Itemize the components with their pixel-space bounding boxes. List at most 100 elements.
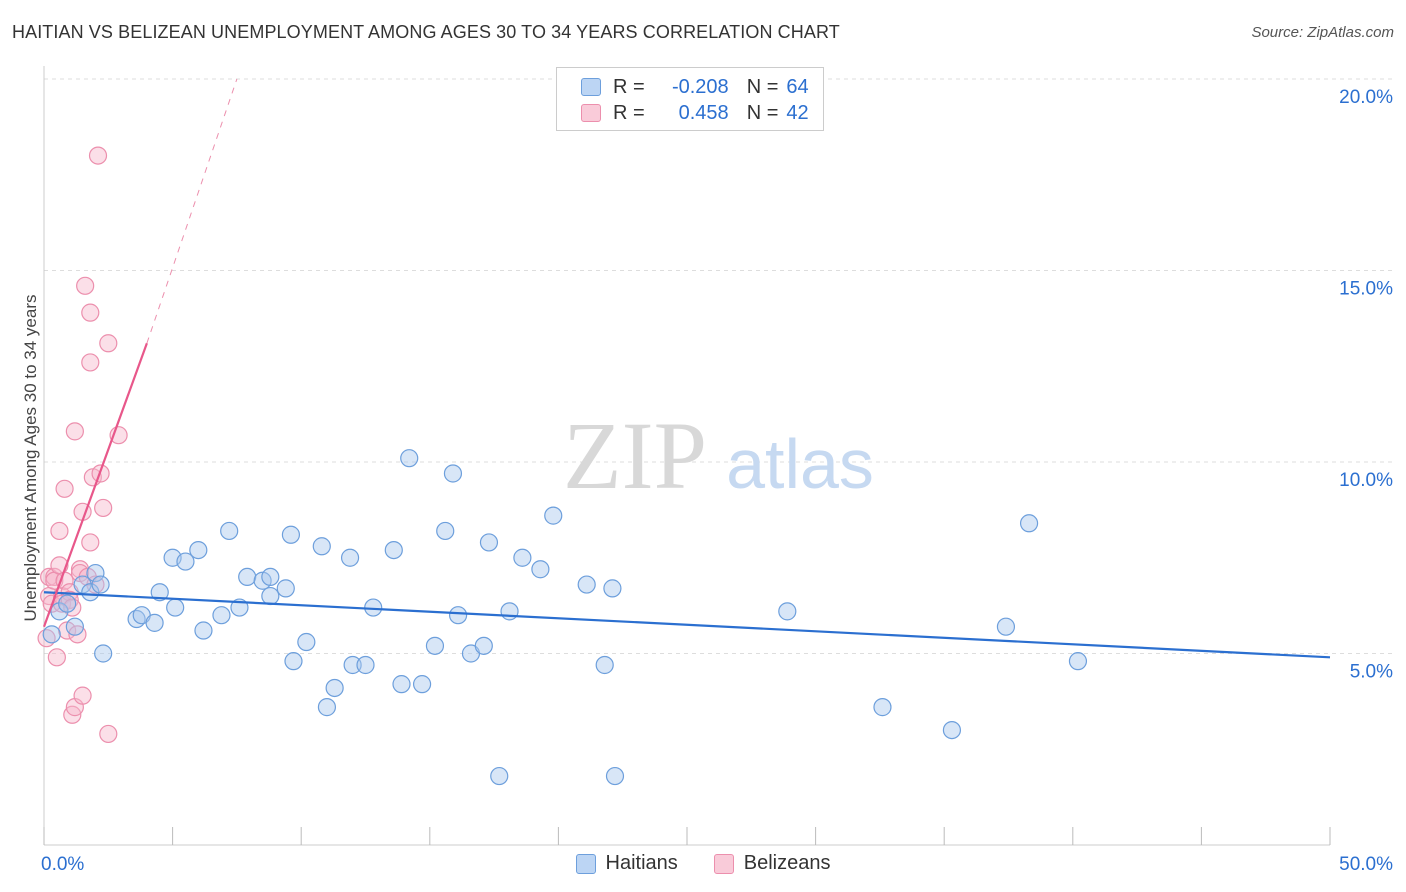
haitians-swatch (581, 78, 601, 96)
haitians-point (81, 583, 100, 602)
legend-n-label: N = (746, 101, 779, 124)
legend-item-belizeans[interactable]: Belizeans (713, 852, 831, 875)
haitians-point (220, 521, 239, 541)
haitians-legend-label: Haitians (605, 852, 678, 874)
y-tick-label: 5.0% (1350, 662, 1393, 683)
trend-lines (42, 78, 1331, 659)
correlation-legend: R = -0.208 N = 64 R = 0.458 N = 42 (556, 67, 824, 131)
belizeans-point (88, 146, 108, 165)
haitians-point (500, 602, 519, 621)
legend-n-value: 42 (786, 101, 809, 124)
legend-row-belizeans: R = 0.458 N = 42 (581, 100, 809, 126)
haitians-point (595, 655, 614, 675)
haitians-point (189, 540, 208, 560)
belizeans-point (94, 498, 113, 518)
haitians-point (91, 575, 110, 594)
haitians-point (356, 655, 375, 675)
haitians-point (261, 586, 280, 606)
grid-lines (44, 78, 1392, 654)
legend-n-value: 64 (786, 75, 809, 98)
haitians-point (448, 606, 468, 625)
legend-item-haitians[interactable]: Haitians (575, 852, 678, 875)
belizeans-point (99, 334, 118, 353)
belizeans-legend-label: Belizeans (743, 852, 831, 874)
belizeans-trend-line (42, 342, 148, 628)
haitians-point (392, 675, 411, 694)
haitians-point (400, 449, 419, 468)
belizeans-point (55, 479, 74, 498)
haitians-point (194, 621, 213, 640)
chart-title: HAITIAN VS BELIZEAN UNEMPLOYMENT AMONG A… (12, 22, 840, 42)
x-tick-label: 50.0% (1339, 854, 1393, 875)
y-tick-label: 15.0% (1339, 279, 1393, 300)
legend-r-label: R = (613, 75, 645, 98)
haitians-point (276, 579, 295, 598)
haitians-point (490, 766, 509, 786)
haitians-point (281, 525, 301, 544)
legend-r-value: -0.208 (671, 75, 729, 98)
belizeans-point (99, 724, 118, 744)
belizeans-point (70, 560, 90, 579)
haitians-point (544, 506, 563, 525)
haitians-point (340, 548, 360, 567)
haitians-point (996, 617, 1016, 636)
haitians-point (150, 583, 169, 602)
belizeans-point (81, 303, 100, 322)
haitians-point (425, 636, 445, 655)
y-tick-labels: 5.0% 10.0% 15.0% 20.0% (1339, 87, 1393, 683)
watermark-zip: ZIP (563, 402, 707, 509)
legend-n-label: N = (746, 75, 779, 98)
haitians-point (778, 602, 797, 621)
haitians-point (343, 655, 362, 675)
haitians-point (942, 720, 962, 740)
belizeans-points (37, 146, 128, 744)
haitians-point (325, 678, 344, 698)
haitians-point (577, 575, 596, 594)
haitians-point (65, 617, 84, 636)
y-tick-label: 20.0% (1339, 87, 1393, 108)
haitians-point (238, 567, 257, 587)
belizeans-point (76, 276, 95, 295)
belizeans-legend-swatch (713, 853, 734, 874)
haitians-points (42, 449, 1088, 786)
belizeans-swatch (581, 104, 601, 122)
legend-r-value: 0.458 (678, 101, 729, 124)
belizeans-point (73, 686, 92, 705)
y-axis-label: Unemployment Among Ages 30 to 34 years (21, 295, 40, 622)
haitians-point (531, 560, 550, 579)
haitians-point (284, 652, 303, 671)
haitians-point (479, 533, 499, 552)
haitians-point (176, 552, 195, 571)
watermark: ZIP atlas (563, 402, 874, 509)
haitians-point (436, 521, 455, 541)
haitians-point (443, 464, 463, 483)
haitians-point (513, 548, 532, 567)
haitians-point (58, 594, 77, 613)
haitians-point (317, 698, 337, 717)
watermark-atlas: atlas (726, 425, 874, 503)
haitians-point (166, 598, 185, 617)
y-tick-label: 10.0% (1339, 470, 1393, 491)
belizeans-point (81, 533, 100, 552)
belizeans-point (50, 521, 69, 541)
haitians-point (384, 540, 403, 560)
legend-row-haitians: R = -0.208 N = 64 (581, 74, 809, 100)
haitians-point (50, 602, 69, 621)
haitians-point (1068, 652, 1088, 671)
source-label: Source: ZipAtlas.com (1251, 24, 1394, 41)
haitians-point (873, 698, 892, 717)
haitians-point (1019, 514, 1039, 533)
haitians-point (297, 632, 316, 652)
haitians-point (42, 625, 61, 644)
axes (43, 66, 1331, 846)
haitians-point (86, 563, 105, 583)
haitians-point (145, 613, 164, 632)
belizeans-trend-extension (146, 78, 238, 344)
legend-r-label: R = (613, 101, 645, 124)
x-tick-label: 0.0% (41, 854, 84, 875)
haitians-point (474, 636, 493, 655)
haitians-point (412, 675, 432, 694)
series-legend: Haitians Belizeans (0, 852, 1406, 875)
belizeans-point (65, 422, 84, 441)
